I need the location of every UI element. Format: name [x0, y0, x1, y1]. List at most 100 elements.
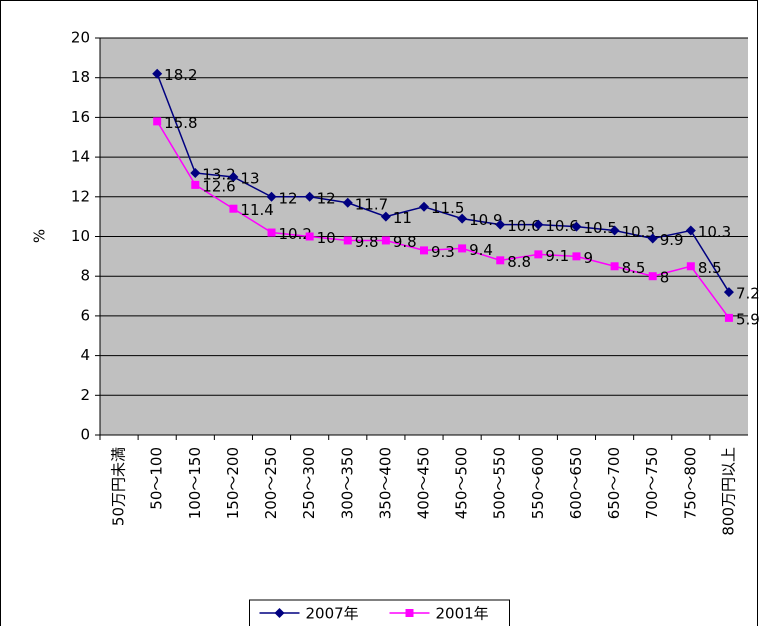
data-label: 8.5	[698, 259, 722, 277]
marker	[381, 236, 390, 245]
marker	[647, 233, 658, 244]
marker	[343, 236, 352, 245]
legend-label: 2001年	[436, 605, 489, 623]
marker	[266, 191, 277, 202]
y-tick-label: 16	[71, 108, 90, 126]
data-label: 9.8	[393, 233, 417, 251]
data-label: 11	[393, 209, 412, 227]
x-tick-label: 250～300	[300, 447, 318, 519]
x-tick-label: 100～150	[186, 447, 204, 519]
marker	[458, 244, 467, 253]
y-tick-label: 18	[71, 68, 90, 86]
y-tick-label: 20	[71, 29, 90, 47]
marker	[305, 232, 314, 241]
x-tick-label: 200～250	[262, 447, 280, 519]
y-tick-label: 8	[80, 267, 90, 285]
x-tick-label: 350～400	[376, 447, 394, 519]
marker	[419, 201, 429, 212]
marker	[342, 197, 353, 208]
marker	[724, 313, 733, 322]
series-line	[156, 120, 730, 319]
data-label: 11.7	[355, 195, 388, 213]
data-label: 7.2	[736, 285, 759, 303]
y-tick-label: 14	[71, 148, 90, 166]
data-label: 9.9	[660, 231, 684, 249]
marker	[609, 225, 620, 236]
data-label: 9	[583, 249, 593, 267]
x-tick-label: 150～200	[224, 447, 242, 519]
data-label: 8.8	[507, 253, 531, 271]
x-tick-label: 50～100	[148, 447, 166, 510]
x-tick-label: 800万円以上	[719, 447, 737, 536]
marker	[152, 68, 163, 79]
series-line	[156, 73, 730, 293]
legend: 2007年 2001年	[249, 599, 510, 626]
marker	[228, 171, 239, 182]
x-tick-label: 300～350	[338, 447, 356, 519]
data-label: 10.6	[507, 217, 540, 235]
data-label: 13.2	[202, 165, 235, 183]
marker	[648, 272, 657, 281]
legend-marker	[274, 608, 285, 618]
data-label: 15.8	[164, 114, 197, 132]
y-tick-label: 12	[71, 187, 90, 205]
data-label: 10	[317, 229, 336, 247]
data-label: 8.5	[622, 259, 646, 277]
legend-label: 2007年	[306, 605, 359, 623]
marker	[572, 252, 581, 261]
marker	[191, 180, 200, 189]
marker	[723, 287, 734, 298]
x-tick-label: 650～700	[605, 447, 623, 519]
x-tick-label: 600～650	[567, 447, 585, 519]
data-label: 8	[660, 269, 670, 287]
data-label: 13	[240, 169, 259, 187]
data-label: 9.8	[355, 233, 379, 251]
legend-marker	[405, 609, 414, 617]
marker	[496, 256, 505, 265]
marker	[610, 262, 619, 271]
data-label: 9.1	[545, 247, 569, 265]
marker	[153, 117, 162, 126]
marker	[267, 228, 276, 237]
marker	[571, 221, 582, 232]
marker	[534, 250, 543, 259]
x-tick-label: 750～800	[681, 447, 699, 519]
data-label: 12	[317, 189, 336, 207]
data-label: 11.5	[431, 199, 464, 217]
y-tick-label: 4	[80, 346, 90, 364]
marker	[685, 225, 696, 236]
data-label: 9.4	[469, 241, 493, 259]
x-tick-label: 450～500	[453, 447, 471, 519]
data-label: 12	[279, 189, 298, 207]
x-tick-label: 500～550	[491, 447, 509, 519]
data-label: 10.2	[279, 225, 312, 243]
marker	[686, 262, 695, 271]
data-label: 18.2	[164, 66, 197, 84]
data-label: 9.3	[431, 243, 455, 261]
marker	[495, 219, 506, 230]
marker	[533, 219, 544, 230]
marker	[420, 246, 428, 255]
x-tick-label: 400～450	[415, 447, 433, 519]
data-label: 10.3	[698, 223, 731, 241]
marker	[380, 211, 391, 222]
data-label: 10.9	[469, 211, 502, 229]
x-tick-label: 700～750	[643, 447, 661, 519]
data-label: 10.6	[545, 217, 578, 235]
y-axis-label: %	[31, 229, 49, 243]
y-tick-label: 10	[71, 227, 90, 245]
marker	[304, 191, 315, 202]
x-tick-label: 50万円未満	[110, 447, 128, 526]
x-tick-label: 550～600	[529, 447, 547, 519]
y-tick-label: 2	[80, 386, 90, 404]
marker	[190, 167, 201, 178]
data-label: 10.5	[583, 219, 616, 237]
marker	[457, 213, 468, 224]
marker	[229, 204, 238, 213]
y-tick-label: 0	[80, 426, 90, 444]
data-label: 11.4	[240, 201, 273, 219]
data-label: 12.6	[202, 177, 235, 195]
data-label: 10.3	[622, 223, 655, 241]
